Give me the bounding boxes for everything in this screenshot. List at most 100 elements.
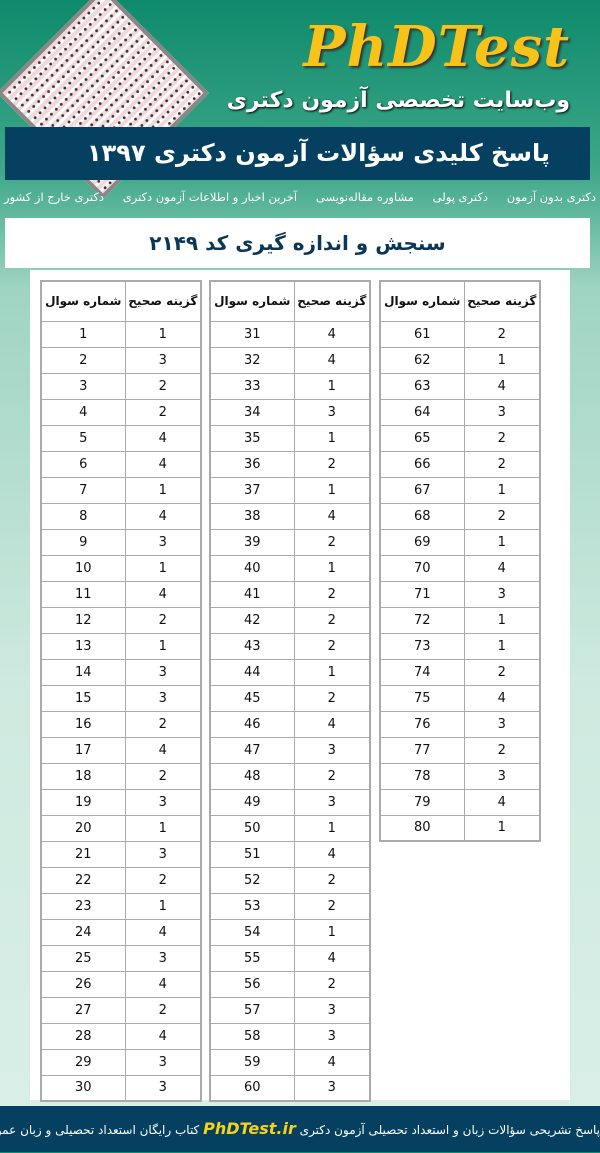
correct-answer: 3 [293, 1074, 371, 1102]
question-number: 8 [40, 502, 126, 530]
header-answer: گزینه صحیح [293, 280, 371, 322]
table-row: 77 2 [379, 736, 541, 764]
table-row: 24 4 [40, 918, 202, 946]
correct-answer: 2 [463, 658, 541, 686]
question-number: 35 [209, 424, 295, 452]
table-row: 52 2 [209, 866, 371, 894]
question-number: 27 [40, 996, 126, 1024]
table-row: 51 4 [209, 840, 371, 868]
correct-answer: 3 [124, 840, 202, 868]
correct-answer: 4 [293, 346, 371, 374]
correct-answer: 3 [124, 528, 202, 556]
table-row: 21 3 [40, 840, 202, 868]
question-number: 46 [209, 710, 295, 738]
correct-answer: 1 [293, 476, 371, 504]
table-row: 54 1 [209, 918, 371, 946]
table-row: 41 2 [209, 580, 371, 608]
nav-link[interactable]: دکتری پولی [432, 190, 488, 204]
question-number: 73 [379, 632, 465, 660]
question-number: 14 [40, 658, 126, 686]
header-question: شماره سوال [209, 280, 295, 322]
question-number: 36 [209, 450, 295, 478]
footer-banner[interactable]: پاسخ تشریحی سؤالات زبان و استعداد تحصیلی… [0, 1106, 600, 1152]
table-row: 59 4 [209, 1048, 371, 1076]
correct-answer: 1 [124, 554, 202, 582]
table-row: 38 4 [209, 502, 371, 530]
nav-link[interactable]: مشاوره مقاله‌نویسی [315, 190, 414, 204]
correct-answer: 1 [293, 372, 371, 400]
correct-answer: 1 [293, 424, 371, 452]
correct-answer: 4 [293, 1048, 371, 1076]
correct-answer: 1 [124, 814, 202, 842]
question-number: 41 [209, 580, 295, 608]
table-row: 69 1 [379, 528, 541, 556]
table-row: 56 2 [209, 970, 371, 998]
question-number: 62 [379, 346, 465, 374]
correct-answer: 3 [463, 398, 541, 426]
table-row: 75 4 [379, 684, 541, 712]
question-number: 65 [379, 424, 465, 452]
question-number: 80 [379, 814, 465, 842]
question-number: 52 [209, 866, 295, 894]
correct-answer: 3 [124, 788, 202, 816]
table-row: 15 3 [40, 684, 202, 712]
question-number: 51 [209, 840, 295, 868]
table-row: 32 4 [209, 346, 371, 374]
question-number: 15 [40, 684, 126, 712]
correct-answer: 4 [124, 424, 202, 452]
question-number: 13 [40, 632, 126, 660]
question-number: 55 [209, 944, 295, 972]
table-row: 40 1 [209, 554, 371, 582]
table-row: 66 2 [379, 450, 541, 478]
table-row: 30 3 [40, 1074, 202, 1102]
table-row: 47 3 [209, 736, 371, 764]
correct-answer: 2 [293, 632, 371, 660]
correct-answer: 4 [124, 1022, 202, 1050]
nav-link[interactable]: دکتری بدون آزمون [506, 190, 596, 204]
correct-answer: 1 [293, 814, 371, 842]
question-number: 70 [379, 554, 465, 582]
table-row: 12 2 [40, 606, 202, 634]
correct-answer: 4 [463, 372, 541, 400]
correct-answer: 2 [124, 996, 202, 1024]
correct-answer: 3 [124, 684, 202, 712]
question-number: 9 [40, 528, 126, 556]
question-number: 44 [209, 658, 295, 686]
nav-link[interactable]: آخرین اخبار و اطلاعات آزمون دکتری [122, 190, 298, 204]
nav-links: دکتری بدون آزمون دکتری پولی مشاوره مقاله… [4, 190, 596, 212]
question-number: 10 [40, 554, 126, 582]
table-row: 45 2 [209, 684, 371, 712]
table-row: 80 1 [379, 814, 541, 842]
correct-answer: 3 [293, 736, 371, 764]
question-number: 11 [40, 580, 126, 608]
correct-answer: 2 [293, 866, 371, 894]
table-row: 19 3 [40, 788, 202, 816]
question-number: 77 [379, 736, 465, 764]
correct-answer: 4 [124, 450, 202, 478]
footer-text: کتاب رایگان استعداد تحصیلی و زبان عمومی [0, 1123, 200, 1137]
correct-answer: 1 [293, 658, 371, 686]
question-number: 54 [209, 918, 295, 946]
nav-link[interactable]: دکتری خارج از کشور [4, 190, 104, 204]
question-number: 23 [40, 892, 126, 920]
question-number: 26 [40, 970, 126, 998]
question-number: 32 [209, 346, 295, 374]
question-number: 16 [40, 710, 126, 738]
question-number: 66 [379, 450, 465, 478]
table-row: 34 3 [209, 398, 371, 426]
table-row: 18 2 [40, 762, 202, 790]
correct-answer: 2 [124, 398, 202, 426]
question-number: 67 [379, 476, 465, 504]
question-number: 6 [40, 450, 126, 478]
logo[interactable]: PhDTest [303, 14, 570, 80]
correct-answer: 3 [124, 346, 202, 374]
table-row: 70 4 [379, 554, 541, 582]
correct-answer: 2 [463, 502, 541, 530]
footer-brand[interactable]: PhDTest.ir [203, 1119, 296, 1138]
question-number: 22 [40, 866, 126, 894]
